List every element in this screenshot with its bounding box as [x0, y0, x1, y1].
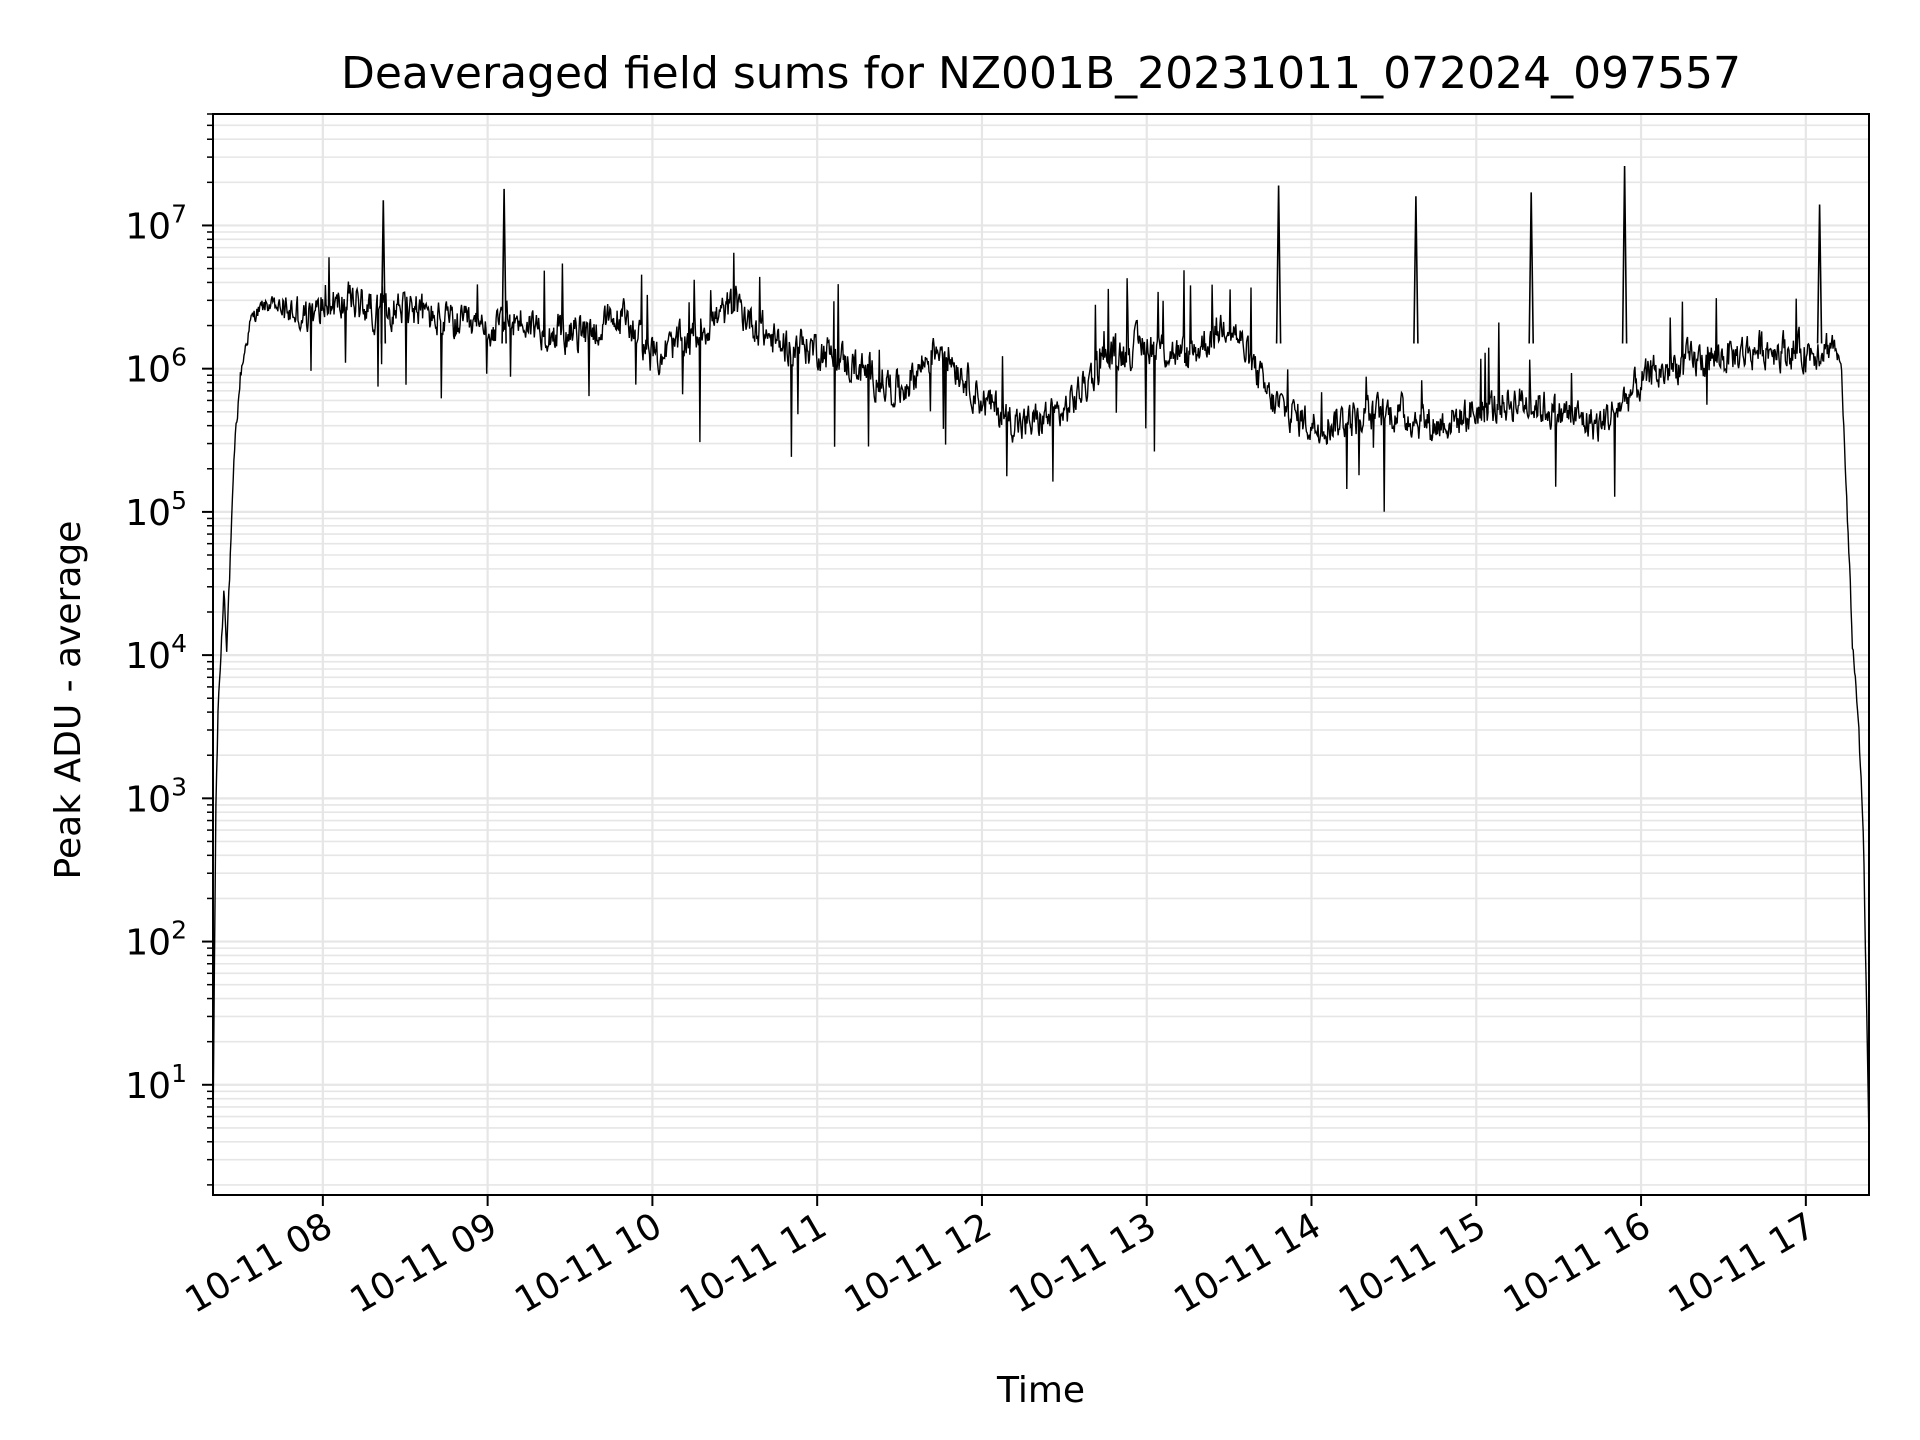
data-spike: [1528, 192, 1534, 344]
data-series-line: [212, 252, 1870, 1142]
x-axis-label: Time: [996, 1370, 1085, 1411]
y-tick-label: 105: [125, 486, 187, 534]
y-axis-label: Peak ADU - average: [48, 521, 89, 880]
chart-title: Deaveraged field sums for NZ001B_2023101…: [341, 48, 1741, 99]
y-tick-label: 101: [125, 1059, 187, 1107]
y-tick-label: 106: [125, 343, 187, 391]
grid: [213, 113, 1869, 1195]
data-spike: [1413, 196, 1419, 344]
plot-area: [212, 165, 1870, 1142]
data-spike: [1275, 185, 1282, 344]
data-spike: [501, 188, 507, 344]
data-spike: [1621, 165, 1628, 344]
y-tick-label: 104: [125, 629, 187, 677]
y-tick-label: 107: [125, 199, 187, 247]
data-spike: [380, 200, 387, 344]
data-spike: [1816, 204, 1823, 344]
y-tick-label: 102: [125, 916, 187, 964]
y-tick-label: 103: [125, 772, 187, 820]
